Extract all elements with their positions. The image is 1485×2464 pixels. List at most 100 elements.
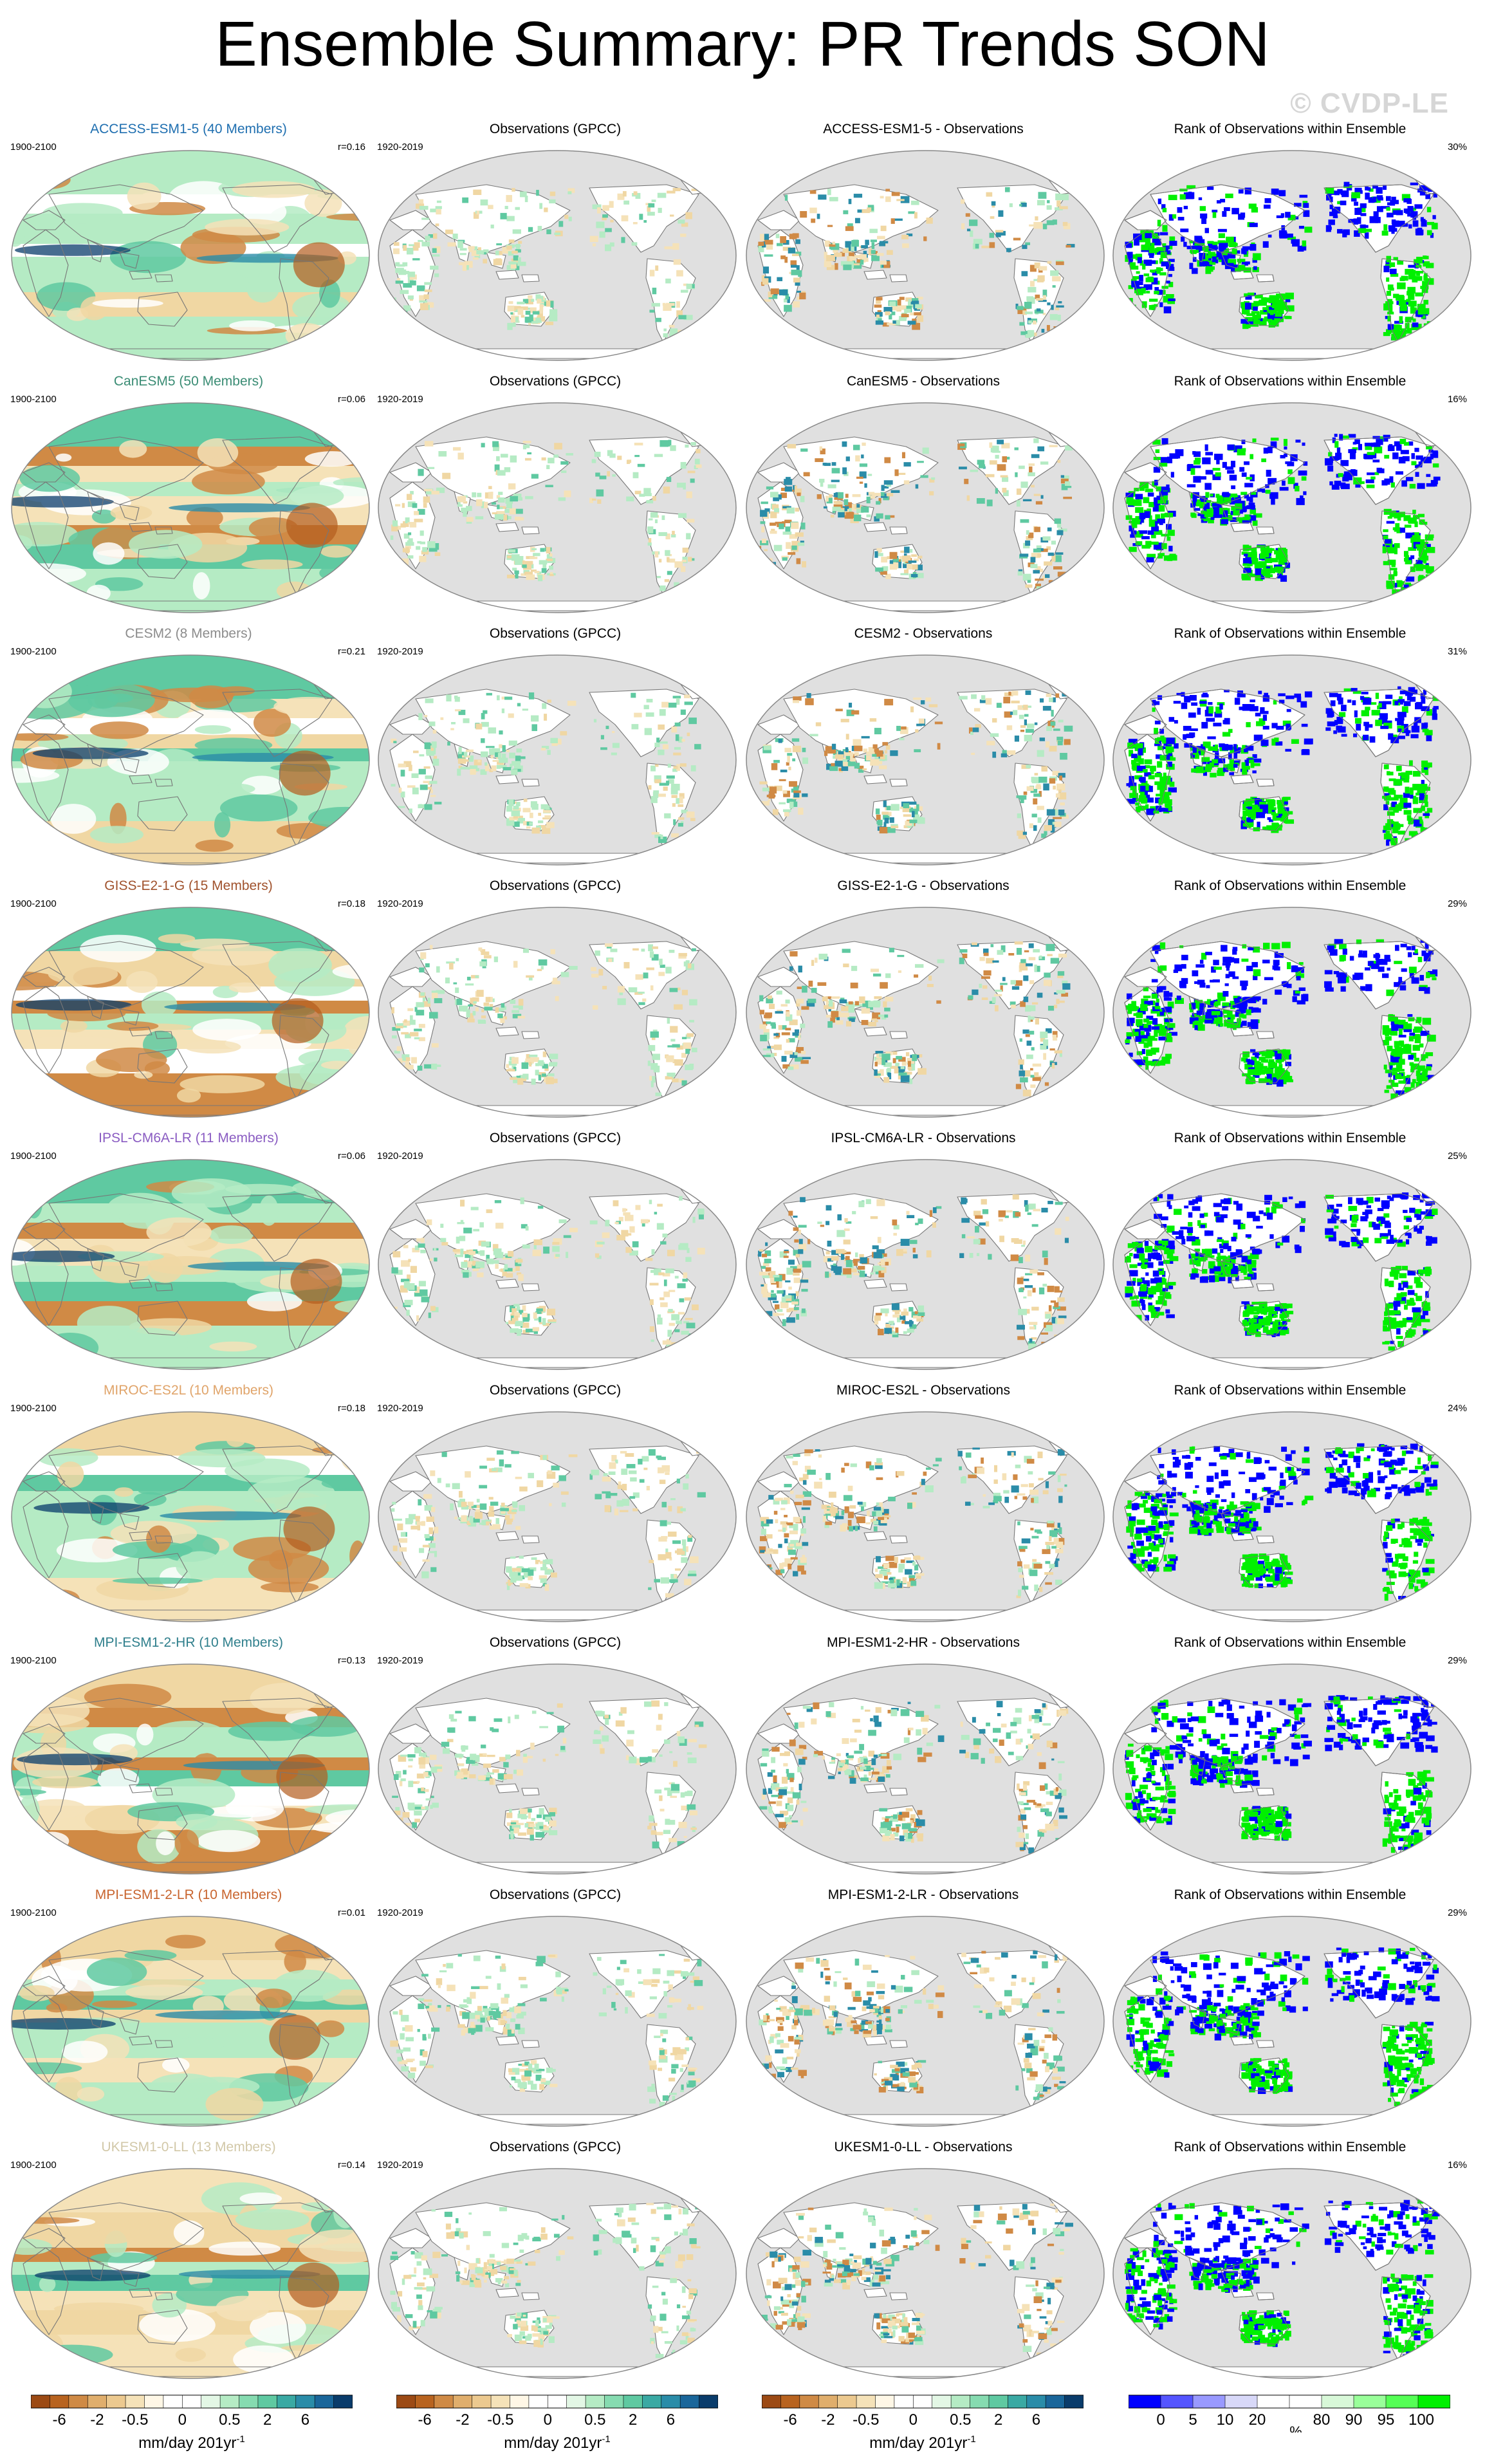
- panel-model: CESM2 (8 Members) 1900-2100 r=0.21: [4, 620, 373, 873]
- period-label: 1900-2100: [10, 1403, 57, 1414]
- colorbar-swatch: [87, 2395, 107, 2409]
- period-label: 1920-2019: [377, 1403, 423, 1414]
- colorbar-swatch: [585, 2395, 605, 2409]
- panel-title: IPSL-CM6A-LR - Observations: [831, 1131, 1016, 1145]
- colorbar-swatch: [106, 2395, 126, 2409]
- colorbar-swatch: [875, 2395, 895, 2409]
- panel-title: Observations (GPCC): [489, 122, 622, 136]
- colorbar-swatch: [239, 2395, 259, 2409]
- colorbar-model-trend-graphic: -6 -2 -0.5 0 0.5 2 6: [31, 2395, 353, 2429]
- panel-diff: ACCESS-ESM1-5 - Observations: [739, 116, 1108, 368]
- panel-title: Observations (GPCC): [489, 878, 622, 893]
- colorbar-tick-label: 0.5: [584, 2411, 605, 2429]
- panel-diff: MIROC-ES2L - Observations: [739, 1377, 1108, 1629]
- map-model: [11, 1663, 370, 1875]
- colorbar-swatch: [970, 2395, 990, 2409]
- rank-percent: 30%: [1447, 142, 1467, 153]
- colorbar-swatch: [604, 2395, 624, 2409]
- rank-percent: 29%: [1447, 1655, 1467, 1666]
- colorbar-tick-label: 0: [178, 2411, 187, 2429]
- period-label: 1900-2100: [10, 2160, 57, 2171]
- panel-title: GISS-E2-1-G - Observations: [837, 878, 1010, 893]
- colorbar-tick-label: 2: [994, 2411, 1002, 2429]
- colorbar-swatch: [950, 2395, 971, 2409]
- map-model: [11, 1916, 370, 2127]
- colorbar-swatch: [333, 2395, 353, 2409]
- panel-title: CanESM5 (50 Members): [113, 374, 264, 389]
- map-obs: [378, 402, 737, 613]
- panel-title: Observations (GPCC): [489, 1131, 622, 1145]
- map-diff: [746, 402, 1105, 613]
- map-rank: [1112, 2168, 1471, 2379]
- panel-title: IPSL-CM6A-LR (11 Members): [98, 1131, 279, 1145]
- panel-title: Rank of Observations within Ensemble: [1174, 1131, 1407, 1145]
- colorbar-swatch: [1026, 2395, 1046, 2409]
- page-title: Ensemble Summary: PR Trends SON: [215, 8, 1270, 79]
- colorbar-tick-label: 10: [1217, 2411, 1234, 2429]
- colorbar-swatch: [295, 2395, 315, 2409]
- map-obs: [378, 2168, 737, 2379]
- colorbar-tick-label: -6: [418, 2411, 431, 2429]
- colorbar-units: mm/day 201yr-1: [504, 2434, 611, 2452]
- colorbar-swatch: [1192, 2395, 1226, 2409]
- map-obs: [378, 1663, 737, 1875]
- panel-obs: Observations (GPCC) 1920-2019: [371, 368, 740, 620]
- panel-diff: UKESM1-0-LL - Observations: [739, 2134, 1108, 2386]
- colorbar-swatch: [1417, 2395, 1450, 2409]
- colorbar-tick-label: 2: [629, 2411, 637, 2429]
- colorbar-model-trend: -6 -2 -0.5 0 0.5 2 6 mm/day 201yr-1: [31, 2391, 353, 2452]
- colorbar-tick-label: -2: [456, 2411, 469, 2429]
- panel-title: Rank of Observations within Ensemble: [1174, 122, 1407, 136]
- colorbar-tick-label: 95: [1378, 2411, 1395, 2429]
- panel-diff: CanESM5 - Observations: [739, 368, 1108, 620]
- rank-percent: 29%: [1447, 898, 1467, 909]
- rank-percent: 16%: [1447, 394, 1467, 405]
- colorbar-tick-label: 20: [1249, 2411, 1266, 2429]
- colorbar-swatch: [699, 2395, 718, 2409]
- colorbar-swatch: [1008, 2395, 1028, 2409]
- colorbar-swatch: [510, 2395, 530, 2409]
- panel-title: Observations (GPCC): [489, 1383, 622, 1398]
- colorbar-swatch: [679, 2395, 700, 2409]
- panel-model: CanESM5 (50 Members) 1900-2100 r=0.06: [4, 368, 373, 620]
- period-label: 1920-2019: [377, 1907, 423, 1918]
- panel-diff: MPI-ESM1-2-LR - Observations: [739, 1882, 1108, 2134]
- colorbar-swatch: [490, 2395, 511, 2409]
- panel-obs: Observations (GPCC) 1920-2019: [371, 620, 740, 873]
- map-model: [11, 2168, 370, 2379]
- colorbar-diff-trend-graphic: -6 -2 -0.5 0 0.5 2 6: [762, 2395, 1084, 2429]
- panel-obs: Observations (GPCC) 1920-2019: [371, 1377, 740, 1629]
- panel-title: Observations (GPCC): [489, 626, 622, 641]
- panel-rank: Rank of Observations within Ensemble 25%: [1105, 1125, 1475, 1377]
- panel-model: MPI-ESM1-2-LR (10 Members) 1900-2100 r=0.0…: [4, 1882, 373, 2134]
- colorbar-swatch: [314, 2395, 335, 2409]
- colorbar-tick-label: -0.5: [122, 2411, 148, 2429]
- pattern-correlation: r=0.01: [338, 1907, 365, 1918]
- map-rank: [1112, 1663, 1471, 1875]
- colorbar-units: %: [1289, 2423, 1302, 2432]
- model-row: GISS-E2-1-G (15 Members) 1900-2100 r=0.18 O…: [0, 873, 1485, 1125]
- rank-percent: 25%: [1447, 1151, 1467, 1162]
- panel-model: MIROC-ES2L (10 Members) 1900-2100 r=0.18: [4, 1377, 373, 1629]
- colorbar-swatch: [257, 2395, 278, 2409]
- pattern-correlation: r=0.18: [338, 898, 365, 909]
- map-model: [11, 1159, 370, 1370]
- colorbar-tick-label: 6: [1032, 2411, 1040, 2429]
- colorbar-swatch: [661, 2395, 681, 2409]
- panel-title: ACCESS-ESM1-5 (40 Members): [90, 122, 287, 136]
- colorbar-tick-label: -2: [821, 2411, 835, 2429]
- map-obs: [378, 150, 737, 361]
- pattern-correlation: r=0.16: [338, 142, 365, 153]
- panel-model: IPSL-CM6A-LR (11 Members) 1900-2100 r=0.06: [4, 1125, 373, 1377]
- panel-obs: Observations (GPCC) 1920-2019: [371, 873, 740, 1125]
- period-label: 1920-2019: [377, 142, 423, 153]
- period-label: 1900-2100: [10, 1655, 57, 1666]
- panel-rank: Rank of Observations within Ensemble 30%: [1105, 116, 1475, 368]
- panel-model: GISS-E2-1-G (15 Members) 1900-2100 r=0.18: [4, 873, 373, 1125]
- colorbar-tick-label: 6: [301, 2411, 309, 2429]
- pattern-correlation: r=0.13: [338, 1655, 365, 1666]
- model-row: ACCESS-ESM1-5 (40 Members) 1900-2100 r=0.1…: [0, 116, 1485, 368]
- colorbar-rank-graphic: 0 5 10 20% 80 90 95 100: [1129, 2395, 1450, 2432]
- colorbar-swatch: [68, 2395, 89, 2409]
- colorbar-swatch: [144, 2395, 164, 2409]
